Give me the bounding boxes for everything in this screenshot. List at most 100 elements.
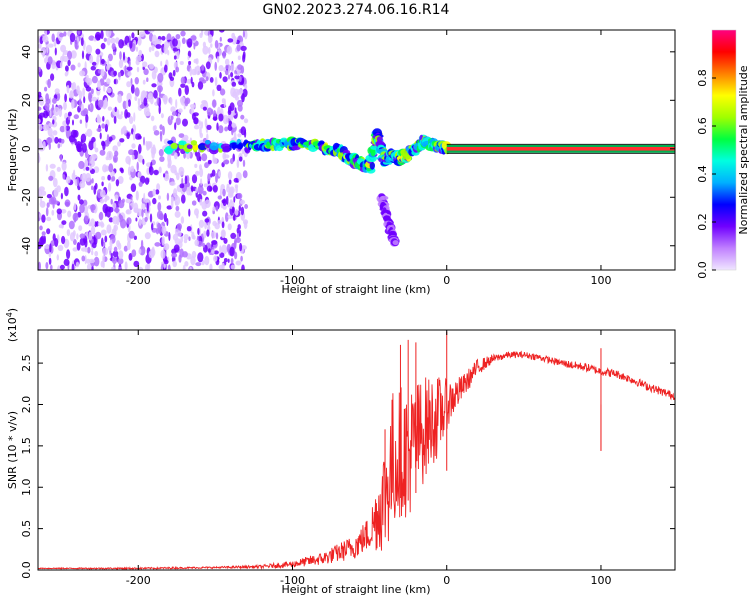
colorbar-tick-label: 0.6 <box>696 117 709 135</box>
noise-dot <box>65 175 71 184</box>
noise-dot <box>238 80 244 86</box>
noise-dot <box>212 220 217 227</box>
noise-dot <box>151 83 157 88</box>
noise-dot <box>129 205 132 210</box>
noise-dot <box>125 155 131 165</box>
noise-dot <box>163 173 166 178</box>
noise-dot <box>113 51 117 56</box>
x-tick-label: -200 <box>126 574 151 587</box>
noise-dot <box>231 122 237 128</box>
noise-dot <box>229 102 235 111</box>
noise-dot <box>218 171 222 177</box>
noise-dot <box>148 30 155 33</box>
noise-dot <box>241 264 245 270</box>
noise-dot <box>218 65 224 72</box>
noise-dot <box>114 194 119 200</box>
noise-dot <box>234 95 240 101</box>
noise-dot <box>128 149 135 156</box>
noise-dot <box>242 170 248 179</box>
noise-dot <box>134 95 138 101</box>
noise-dot <box>233 177 239 183</box>
noise-dot <box>158 166 162 174</box>
noise-dot <box>44 244 50 249</box>
noise-dot <box>39 212 42 219</box>
noise-dot <box>113 224 118 232</box>
colorbar-tick-label: 0.0 <box>696 261 709 279</box>
noise-dot <box>54 136 59 144</box>
noise-dot <box>59 61 63 69</box>
noise-dot <box>45 262 49 270</box>
noise-dot <box>228 74 230 80</box>
snr-frame <box>37 329 676 571</box>
noise-dot <box>209 263 213 270</box>
noise-dot <box>79 233 86 239</box>
noise-dot <box>106 37 111 46</box>
noise-dot <box>87 153 90 164</box>
noise-dot <box>225 69 229 76</box>
noise-dot <box>67 59 71 67</box>
noise-dot <box>91 75 98 84</box>
noise-dot <box>84 159 88 167</box>
noise-dot <box>84 247 88 253</box>
noise-dot <box>99 198 105 204</box>
noise-dot <box>204 255 210 266</box>
noise-dot <box>216 122 219 131</box>
noise-dot <box>206 124 212 130</box>
noise-dot <box>227 38 234 43</box>
noise-dot <box>73 169 76 178</box>
noise-dot <box>111 43 116 50</box>
noise-dot <box>242 53 246 63</box>
noise-dot <box>218 113 224 122</box>
noise-dot <box>169 76 175 82</box>
noise-dot <box>138 248 142 254</box>
noise-dot <box>126 240 131 251</box>
noise-dot <box>213 250 219 255</box>
noise-dot <box>239 242 243 252</box>
noise-dot <box>95 31 101 41</box>
noise-dot <box>150 115 155 122</box>
noise-dot <box>221 262 225 270</box>
snr-series-line <box>38 350 675 570</box>
noise-dot <box>160 249 166 259</box>
noise-dot <box>208 47 211 55</box>
noise-dot <box>235 185 238 194</box>
noise-dot <box>191 231 195 240</box>
noise-dot <box>238 229 242 237</box>
noise-dot <box>243 118 249 124</box>
ridge-blob <box>222 148 231 153</box>
noise-dot <box>102 247 109 256</box>
noise-dot <box>222 160 230 165</box>
ridge-blob <box>190 140 198 146</box>
spectrogram-data <box>38 30 675 270</box>
noise-dot <box>56 254 59 261</box>
noise-dot <box>212 99 217 108</box>
noise-dot <box>56 208 62 215</box>
noise-dot <box>127 99 131 107</box>
noise-dot <box>101 176 105 181</box>
noise-dot <box>40 47 47 56</box>
noise-dot <box>38 186 45 192</box>
x-tick-label: 100 <box>590 274 611 287</box>
noise-dot <box>80 103 85 112</box>
noise-dot <box>86 263 92 270</box>
noise-dot <box>184 98 189 107</box>
noise-dot <box>96 116 102 124</box>
noise-dot <box>184 175 188 185</box>
ridge-blob <box>170 142 178 149</box>
noise-dot <box>112 202 117 210</box>
noise-dot <box>38 106 42 111</box>
noise-dot <box>85 172 91 182</box>
noise-dot <box>90 65 97 71</box>
x-tick-label: 0 <box>443 274 450 287</box>
noise-dot <box>109 239 113 248</box>
spectrogram-y-ticks: -40 -20 0 20 40 <box>20 45 675 255</box>
snr-y-multiplier-base: (x10 <box>6 317 19 342</box>
noise-dot <box>53 187 59 198</box>
noise-dot <box>56 166 61 172</box>
noise-dot <box>227 109 232 115</box>
noise-dot <box>140 239 144 250</box>
x-tick-label: -200 <box>126 274 151 287</box>
noise-dot <box>151 44 155 52</box>
noise-dot <box>118 39 124 49</box>
snr-y-label: SNR (10 * v/v) <box>6 411 19 489</box>
